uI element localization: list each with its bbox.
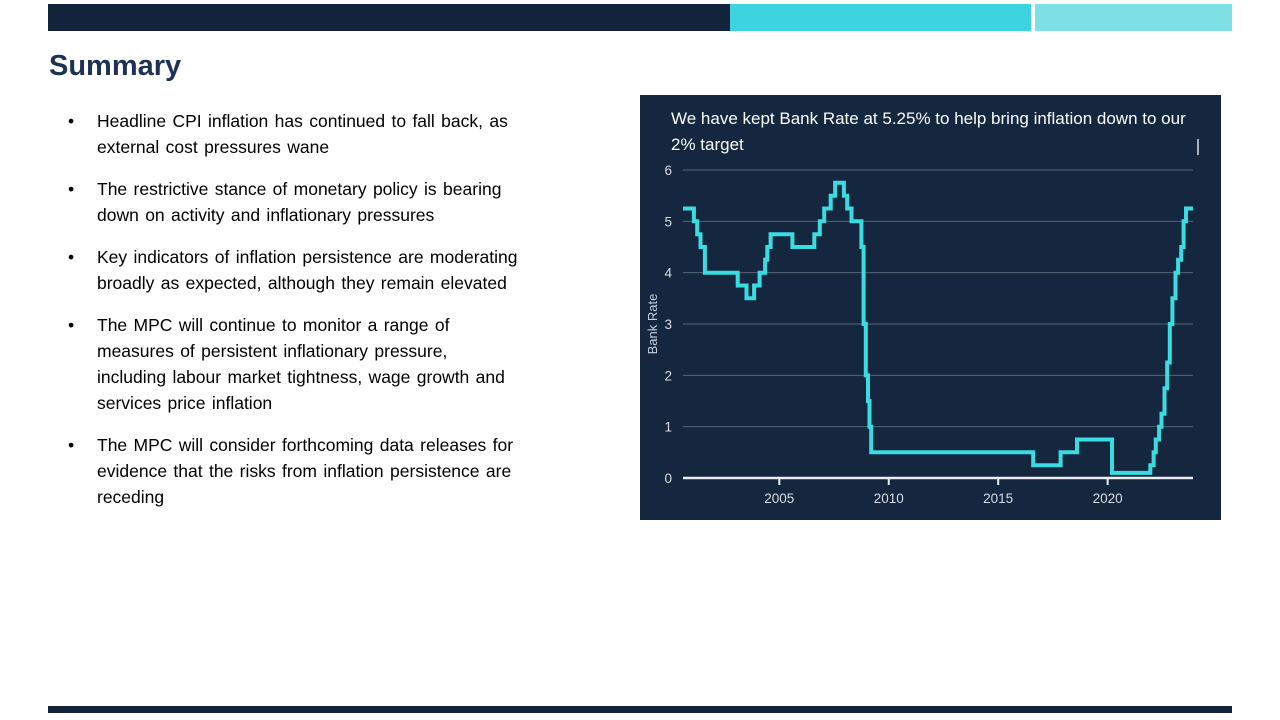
svg-text:2010: 2010 [874, 491, 904, 506]
chart-title: We have kept Bank Rate at 5.25% to help … [671, 109, 1186, 154]
svg-text:2005: 2005 [764, 491, 794, 506]
svg-text:2015: 2015 [983, 491, 1013, 506]
svg-text:2020: 2020 [1093, 491, 1123, 506]
svg-text:1: 1 [664, 420, 672, 435]
top-bar-light-teal-segment [1035, 4, 1232, 31]
svg-text:6: 6 [664, 163, 672, 178]
bullet-icon: • [68, 179, 75, 199]
svg-text:3: 3 [664, 317, 672, 332]
list-item: • Key indicators of inflation persistenc… [68, 244, 613, 296]
bullet-text: The MPC will consider forthcoming data r… [97, 435, 514, 507]
svg-text:0: 0 [664, 471, 672, 486]
bank-rate-chart: 0 1 2 3 4 5 6 2005 2010 2015 2020 [664, 163, 1193, 506]
top-bar-gap [1031, 4, 1035, 31]
list-item: • Headline CPI inflation has continued t… [68, 108, 613, 160]
text-cursor [1197, 139, 1199, 155]
page-title: Summary [49, 50, 182, 82]
svg-text:2: 2 [664, 368, 672, 383]
bottom-accent-bar [48, 706, 1232, 713]
bullet-icon: • [68, 315, 75, 335]
bullet-list: • Headline CPI inflation has continued t… [68, 108, 613, 526]
top-bar-teal-segment [730, 4, 1031, 31]
bullet-icon: • [68, 247, 75, 267]
bullet-text: Headline CPI inflation has continued to … [97, 111, 508, 157]
bullet-text: The MPC will continue to monitor a range… [97, 315, 505, 413]
list-item: • The MPC will consider forthcoming data… [68, 432, 613, 510]
top-bar-navy-segment [48, 4, 730, 31]
bullet-text: Key indicators of inflation persistence … [97, 247, 518, 293]
list-item: • The restrictive stance of monetary pol… [68, 176, 613, 228]
list-item: • The MPC will continue to monitor a ran… [68, 312, 613, 416]
bank-rate-chart-panel: We have kept Bank Rate at 5.25% to help … [640, 95, 1221, 520]
bullet-icon: • [68, 111, 75, 131]
top-accent-bar [48, 4, 1232, 31]
svg-text:4: 4 [664, 266, 672, 281]
bullet-icon: • [68, 435, 75, 455]
bullet-text: The restrictive stance of monetary polic… [97, 179, 502, 225]
svg-text:5: 5 [664, 214, 672, 229]
